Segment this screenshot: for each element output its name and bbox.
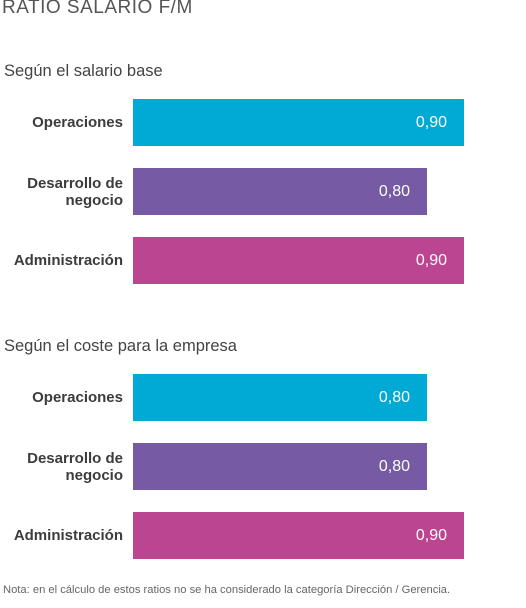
bar-value-label: 0,90 <box>415 114 447 131</box>
bar-value-label: 0,80 <box>378 183 410 200</box>
bar-value-label: 0,80 <box>378 389 410 406</box>
bar-administracion: 0,90 <box>133 512 464 559</box>
category-label-desarrollo-de-negocio: Desarrollo de negocio <box>27 174 123 209</box>
bar-value-label: 0,80 <box>378 458 410 475</box>
bar-administracion: 0,90 <box>133 237 464 284</box>
chart-title: RATIO SALARIO F/M <box>2 0 193 18</box>
bar-operaciones: 0,80 <box>133 374 427 421</box>
category-label-administracion: Administración <box>13 252 123 269</box>
section-title-2: Según el coste para la empresa <box>4 337 237 355</box>
bar-desarrollo-de-negocio: 0,80 <box>133 443 427 490</box>
category-label-desarrollo-de-negocio: Desarrollo de negocio <box>27 449 123 484</box>
section-title-1: Según el salario base <box>4 62 163 80</box>
category-label-operaciones: Operaciones <box>32 114 123 131</box>
bar-value-label: 0,90 <box>415 527 447 544</box>
bar-operaciones: 0,90 <box>133 99 464 146</box>
category-label-administracion: Administración <box>13 527 123 544</box>
bar-value-label: 0,90 <box>415 252 447 269</box>
bar-desarrollo-de-negocio: 0,80 <box>133 168 427 215</box>
footnote: Nota: en el cálculo de estos ratios no s… <box>3 584 451 596</box>
category-label-operaciones: Operaciones <box>32 389 123 406</box>
